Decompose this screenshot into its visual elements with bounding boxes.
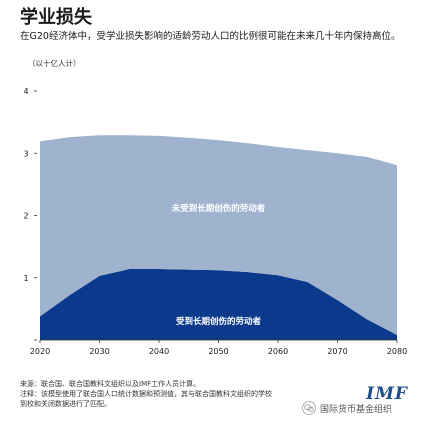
- y-tick-label-2: 2: [23, 212, 28, 221]
- wechat-account-name: 国际货币基金组织: [320, 404, 393, 415]
- x-tick-label-3: 2050: [208, 347, 228, 356]
- wechat-watermark: 国际货币基金组织: [302, 400, 422, 416]
- series-area-0: [40, 269, 397, 340]
- x-tick-label-2: 2040: [149, 347, 169, 356]
- y-tick-label-3: 3: [23, 149, 28, 158]
- x-tick-label-4: 2060: [268, 347, 288, 356]
- series-label-0: 受到长期创伤的劳动者: [176, 316, 262, 327]
- chart-areas: [40, 135, 397, 340]
- imf-logo: IMF: [336, 384, 418, 404]
- series-label-1: 未受到长期创伤的劳动者: [171, 203, 266, 214]
- source-note: 来源：联合国、联合国教科文组织以及IMF工作人员计算。: [20, 380, 201, 388]
- chart-axes: 2020 2030 2040 2050 2060 2070 2080 1 2 3 4: [23, 87, 407, 356]
- x-tick-label-6: 2080: [387, 347, 407, 356]
- imf-logo-text: IMF: [366, 384, 408, 404]
- x-tick-label-1: 2030: [89, 347, 109, 356]
- x-tick-label-5: 2070: [327, 347, 347, 356]
- series-area-1: [40, 135, 397, 336]
- chart-subtitle: 在G20经济体中，受学业损失影响的适龄劳动人口的比例很可能在未来几十年内保持高位…: [20, 31, 401, 42]
- y-tick-label-4: 4: [23, 87, 28, 96]
- y-tick-label-1: 1: [23, 274, 28, 283]
- unit-label: （以十亿人计）: [28, 59, 81, 68]
- wechat-icon: [302, 401, 316, 415]
- note-line-2: 到校和关闭数据进行了匹配。: [20, 400, 111, 408]
- note-line-1: 注释：该模型使用了联合国人口统计数据和预测值，其与联合国教科文组织的学校: [20, 390, 272, 398]
- footnotes: 来源：联合国、联合国教科文组织以及IMF工作人员计算。 注释：该模型使用了联合国…: [20, 379, 330, 409]
- chart-title: 学业损失: [20, 7, 92, 28]
- x-tick-label-0: 2020: [30, 347, 50, 356]
